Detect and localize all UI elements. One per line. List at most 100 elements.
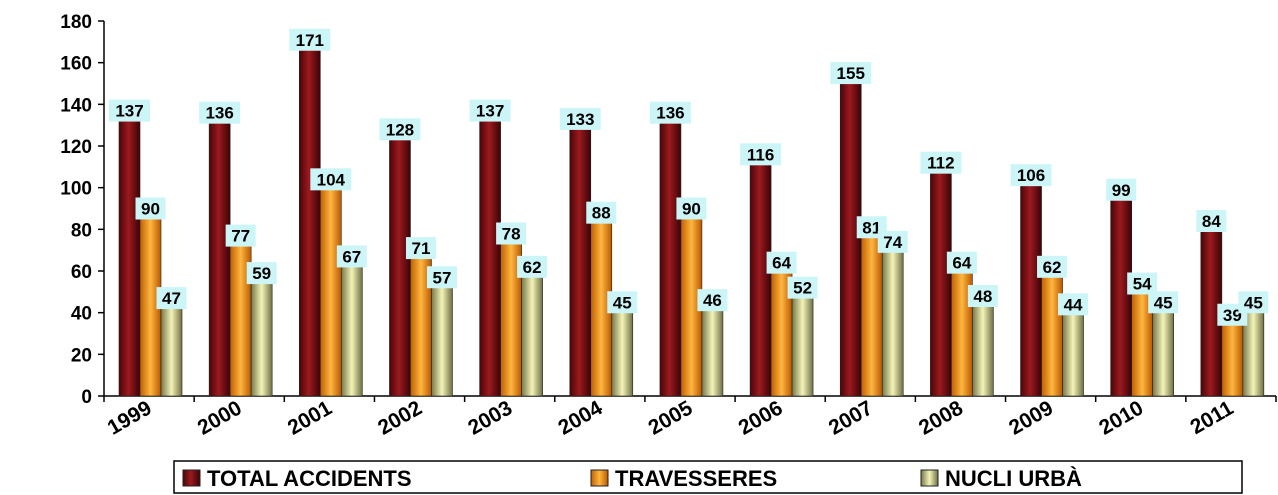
bar-nucli-urb-2005 — [701, 299, 724, 397]
data-label-box — [426, 266, 457, 289]
data-label-box — [289, 28, 331, 51]
data-label: 81 — [862, 218, 881, 237]
x-tick-label: 2004 — [554, 396, 606, 439]
data-label: 137 — [115, 102, 143, 121]
legend-label: TOTAL ACCIDENTS — [207, 466, 412, 491]
data-label: 90 — [141, 200, 160, 219]
data-label: 128 — [386, 120, 414, 139]
data-label: 136 — [205, 104, 233, 123]
data-label: 90 — [682, 200, 701, 219]
data-label: 106 — [1017, 166, 1045, 185]
y-tick-label: 20 — [71, 345, 92, 366]
data-label: 84 — [1202, 212, 1221, 231]
bar-travesseres-2001 — [320, 179, 342, 397]
data-label: 137 — [476, 102, 504, 121]
bar-total-accidents-2002 — [389, 129, 411, 397]
data-label: 104 — [317, 170, 346, 189]
data-label-box — [246, 262, 277, 285]
data-label-box — [967, 285, 998, 307]
data-label-box — [517, 255, 548, 278]
x-tick-label: 2001 — [284, 396, 336, 439]
data-label-box — [1106, 178, 1137, 201]
bar-nucli-urb-2007 — [881, 241, 904, 397]
data-label-box — [109, 99, 150, 122]
bar-nucli-urb-2006 — [791, 287, 814, 397]
data-label: 116 — [747, 145, 774, 164]
data-label: 57 — [433, 268, 452, 287]
data-label-box — [1058, 293, 1089, 316]
data-label-box — [1196, 210, 1227, 232]
data-label-box — [1037, 255, 1068, 278]
data-label: 155 — [837, 64, 865, 83]
data-label-box — [740, 143, 782, 166]
y-tick-label: 120 — [60, 137, 92, 158]
bar-total-accidents-2000 — [208, 112, 231, 397]
data-label: 99 — [1112, 181, 1131, 200]
data-label-box — [199, 101, 241, 124]
y-tick-label: 140 — [60, 95, 92, 116]
data-label: 74 — [883, 233, 902, 252]
x-tick-label: 2000 — [194, 396, 246, 439]
data-label-box — [1010, 164, 1052, 187]
data-label-box — [1238, 291, 1269, 314]
data-label: 52 — [793, 279, 812, 298]
legend-swatch — [920, 469, 939, 487]
bar-total-accidents-2001 — [299, 39, 321, 397]
data-label-box — [135, 197, 166, 220]
data-label-box — [310, 168, 352, 191]
legend-box — [173, 460, 1243, 494]
data-label: 77 — [231, 227, 250, 246]
data-label-box — [787, 276, 818, 299]
y-tick-label: 0 — [81, 387, 92, 408]
bar-travesseres-2009 — [1041, 266, 1063, 397]
x-tick-label: 2005 — [645, 396, 697, 439]
data-label: 46 — [703, 291, 722, 310]
bar-total-accidents-2008 — [930, 162, 952, 397]
data-label-box — [697, 289, 728, 312]
data-label-box — [559, 107, 601, 130]
data-label-box — [766, 251, 797, 274]
bar-total-accidents-1999 — [118, 110, 141, 397]
bar-travesseres-2011 — [1221, 314, 1244, 397]
data-label: 136 — [656, 104, 684, 123]
data-label-box — [676, 197, 707, 220]
data-label: 54 — [1133, 275, 1152, 294]
data-label: 88 — [592, 204, 611, 223]
data-label-box — [946, 251, 977, 274]
data-label: 62 — [1043, 258, 1062, 277]
legend-label: NUCLI URBÀ — [945, 466, 1082, 491]
x-tick-label: 2003 — [464, 396, 516, 439]
data-label-box — [1148, 291, 1179, 314]
data-label: 45 — [1154, 293, 1173, 312]
legend-label: TRAVESSERES — [615, 466, 777, 491]
bar-total-accidents-2006 — [749, 154, 772, 397]
y-tick-label: 100 — [60, 179, 92, 200]
data-label-box — [649, 101, 691, 124]
bar-total-accidents-2009 — [1020, 174, 1042, 397]
bar-travesseres-2000 — [229, 235, 252, 397]
y-tick-label: 160 — [60, 54, 92, 75]
legend-swatch — [182, 469, 201, 487]
bar-nucli-urb-2004 — [611, 301, 634, 397]
x-tick-label: 2006 — [735, 396, 787, 439]
data-label: 133 — [566, 110, 594, 129]
x-tick-label: 2010 — [1095, 396, 1147, 439]
data-label: 39 — [1223, 306, 1242, 325]
bar-travesseres-2008 — [951, 262, 973, 397]
legend-swatch — [590, 469, 609, 487]
bar-total-accidents-2003 — [479, 110, 501, 397]
bars — [118, 39, 1265, 397]
data-label-box — [405, 237, 436, 260]
data-label: 71 — [412, 239, 431, 258]
x-tick-label: 2007 — [825, 396, 877, 439]
bar-nucli-urb-1999 — [160, 297, 183, 397]
x-tick-label: 2009 — [1005, 396, 1057, 439]
bar-nucli-urb-2003 — [521, 266, 543, 397]
data-label: 78 — [502, 225, 521, 244]
y-tick-label: 40 — [71, 304, 92, 325]
data-label-box — [469, 99, 511, 122]
data-label-box — [877, 230, 908, 253]
bar-nucli-urb-2001 — [341, 256, 363, 397]
y-tick-label: 60 — [71, 262, 92, 283]
